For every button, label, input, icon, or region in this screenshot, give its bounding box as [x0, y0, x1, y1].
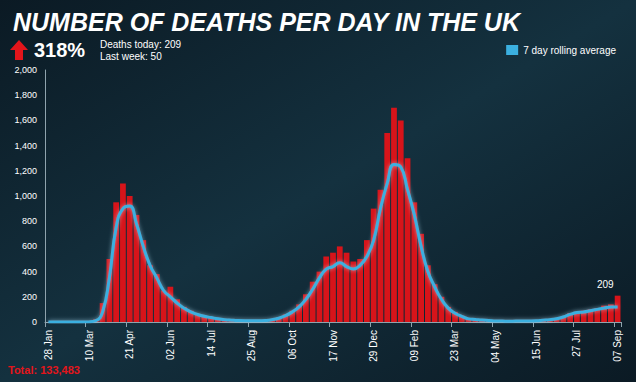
svg-text:09 Feb: 09 Feb	[409, 330, 420, 362]
svg-text:400: 400	[22, 267, 37, 277]
svg-text:10 Mar: 10 Mar	[84, 329, 95, 361]
svg-text:Deaths today: 209: Deaths today: 209	[100, 39, 182, 50]
svg-text:0: 0	[32, 317, 37, 327]
svg-text:800: 800	[22, 216, 37, 226]
svg-text:2,000: 2,000	[14, 65, 37, 75]
svg-text:02 Jun: 02 Jun	[165, 330, 176, 360]
svg-text:NUMBER OF DEATHS PER DAY IN TH: NUMBER OF DEATHS PER DAY IN THE UK	[13, 8, 522, 36]
svg-text:29 Dec: 29 Dec	[368, 330, 379, 362]
svg-text:15 Jun: 15 Jun	[531, 330, 542, 360]
svg-text:Total: 133,483: Total: 133,483	[8, 364, 80, 376]
svg-text:17 Nov: 17 Nov	[328, 330, 339, 362]
svg-text:06 Oct: 06 Oct	[287, 330, 298, 360]
svg-text:1,600: 1,600	[14, 115, 37, 125]
svg-text:27 Jul: 27 Jul	[571, 330, 582, 357]
svg-text:21 Apr: 21 Apr	[124, 329, 135, 359]
svg-text:07 Sep: 07 Sep	[612, 330, 623, 362]
svg-text:28 Jan: 28 Jan	[43, 330, 54, 360]
svg-text:1,000: 1,000	[14, 191, 37, 201]
svg-text:318%: 318%	[34, 39, 85, 61]
svg-text:04 May: 04 May	[490, 330, 501, 363]
svg-text:200: 200	[22, 292, 37, 302]
svg-text:14 Jul: 14 Jul	[206, 330, 217, 357]
svg-text:1,400: 1,400	[14, 141, 37, 151]
svg-text:23 Mar: 23 Mar	[449, 329, 460, 361]
svg-text:1,800: 1,800	[14, 90, 37, 100]
svg-text:1,200: 1,200	[14, 166, 37, 176]
svg-text:600: 600	[22, 241, 37, 251]
svg-text:25 Aug: 25 Aug	[246, 330, 257, 361]
svg-text:7 day rolling average: 7 day rolling average	[523, 45, 616, 56]
svg-text:209: 209	[597, 279, 614, 290]
svg-text:Last week: 50: Last week: 50	[100, 51, 162, 62]
